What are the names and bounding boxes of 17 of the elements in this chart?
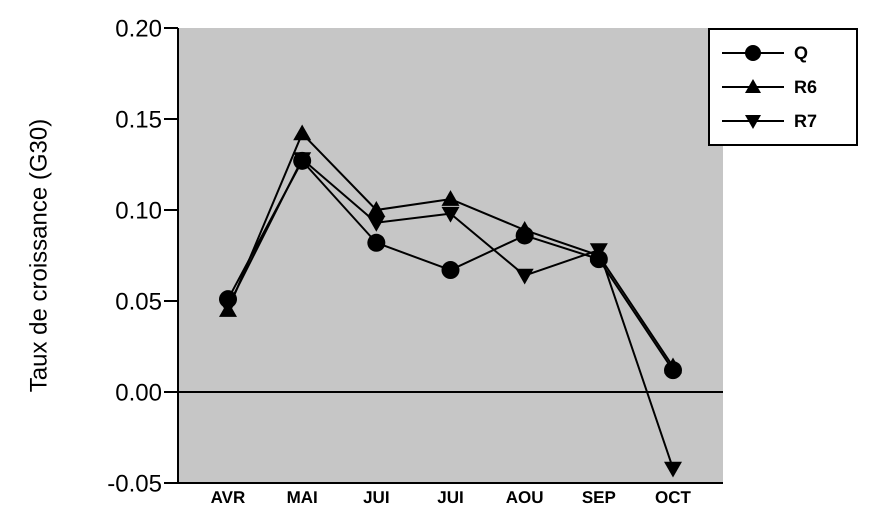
y-tick-label: 0.15	[115, 106, 162, 134]
y-tick-label: 0.00	[115, 380, 162, 407]
legend-label: R6	[794, 76, 818, 98]
x-tick-label: JUI	[363, 488, 390, 508]
y-tick-label: 0.10	[115, 198, 162, 225]
y-tick-label: -0.05	[107, 470, 162, 498]
x-tick-label: SEP	[582, 488, 616, 508]
y-tick-label: 0.05	[115, 288, 162, 316]
y-axis-title: Taux de croissance (G30)	[26, 118, 53, 392]
x-tick-label: AOU	[506, 488, 544, 508]
x-tick-label: OCT	[655, 488, 692, 508]
x-tick-label: AVR	[210, 488, 246, 508]
y-tick-label: 0.20	[115, 16, 162, 43]
legend-label: R7	[794, 110, 818, 132]
x-tick-label: JUI	[437, 488, 464, 508]
x-tick-label: MAI	[286, 488, 318, 508]
legend-label: Q	[794, 42, 808, 64]
